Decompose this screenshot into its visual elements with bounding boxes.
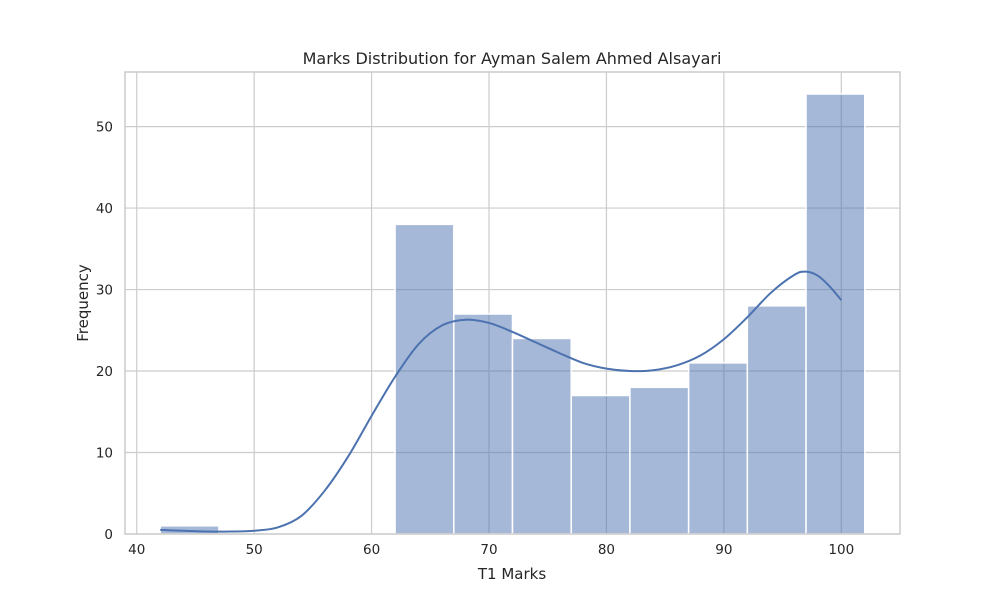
histogram-bar [805, 93, 866, 535]
histogram-bar [394, 223, 455, 535]
x-tick-label: 50 [246, 542, 263, 558]
x-axis-ticks: 40 50 60 70 80 90 100 [128, 542, 854, 558]
histogram-bar [511, 337, 572, 535]
y-axis-ticks: 0 10 20 30 40 50 [96, 120, 113, 543]
histogram-bar [453, 313, 514, 535]
y-tick-label: 50 [96, 120, 113, 136]
y-tick-label: 20 [96, 364, 113, 380]
kde-curve [160, 270, 843, 533]
y-axis-label: Frequency [74, 264, 92, 342]
y-tick-label: 10 [96, 446, 113, 462]
x-tick-label: 100 [828, 542, 854, 558]
x-axis-label: T1 Marks [477, 565, 546, 583]
kde-layer [160, 270, 843, 533]
x-tick-label: 90 [715, 542, 732, 558]
y-tick-label: 0 [104, 527, 113, 543]
bars [159, 93, 866, 535]
plot-area-frame [124, 71, 901, 535]
x-tick-label: 70 [480, 542, 497, 558]
histogram-bar [570, 394, 631, 535]
y-tick-label: 40 [96, 201, 113, 217]
x-tick-label: 40 [128, 542, 145, 558]
histogram-bar [746, 305, 807, 535]
x-tick-label: 60 [363, 542, 380, 558]
chart-title: Marks Distribution for Ayman Salem Ahmed… [303, 49, 722, 68]
y-tick-label: 30 [96, 283, 113, 299]
x-tick-label: 80 [598, 542, 615, 558]
histogram-bar [629, 386, 690, 535]
histogram-bar [687, 362, 749, 535]
